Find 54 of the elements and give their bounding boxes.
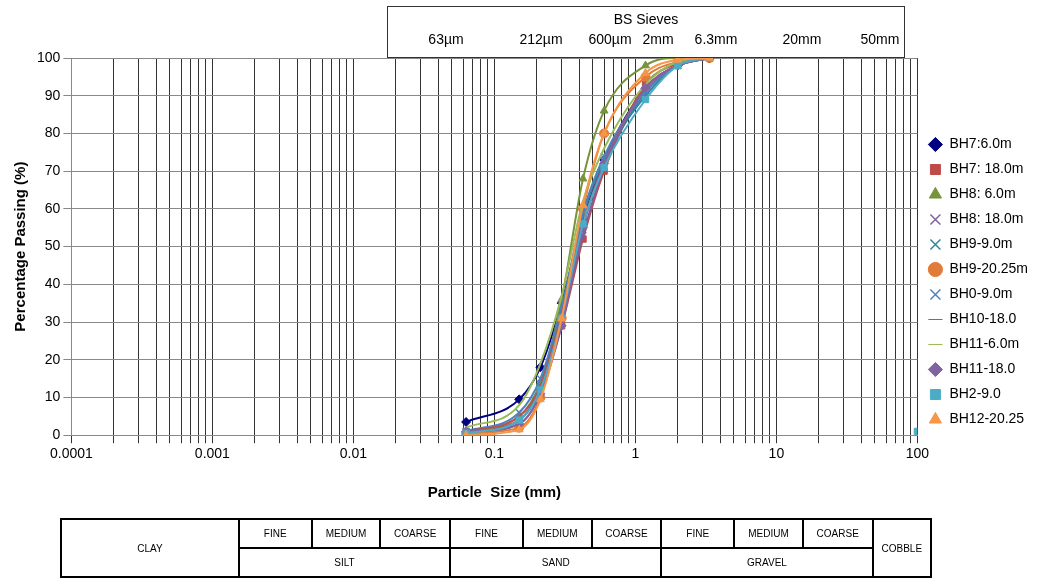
y-tick-label: 30: [44, 312, 61, 329]
x-axis-title: Particle Size (mm): [427, 483, 562, 501]
legend-label: BH9-9.0m: [949, 235, 1013, 252]
y-tick-label: 50: [44, 237, 61, 254]
y-tick-label: 10: [44, 388, 61, 405]
text: COARSE: [591, 519, 662, 548]
legend-label: BH8: 6.0m: [949, 185, 1016, 202]
text: SILT: [238, 548, 451, 577]
y-tick-label: 100: [37, 48, 61, 65]
text: MEDIUM: [734, 519, 803, 548]
y-tick-label: 80: [44, 124, 61, 141]
legend-label: BH10-18.0: [949, 310, 1017, 327]
text: FINE: [238, 519, 312, 548]
y-tick-label: 40: [44, 275, 61, 292]
text: MEDIUM: [522, 519, 592, 548]
text: 50mm: [860, 31, 900, 47]
text: 2mm: [642, 31, 674, 47]
x-tick-label: 10: [768, 445, 785, 462]
text: CLAY: [61, 519, 239, 577]
legend-label: BH7:6.0m: [949, 135, 1012, 152]
legend-label: BH9-20.25m: [949, 260, 1028, 277]
y-axis-title: Percentage Passing (%): [11, 161, 29, 332]
y-tick-label: 60: [44, 199, 61, 216]
y-tick-label: 90: [44, 86, 61, 103]
text: 600µm: [588, 31, 632, 47]
text: SAND: [450, 548, 662, 577]
y-tick-label: 0: [52, 426, 61, 443]
text: FINE: [661, 519, 735, 548]
text: COARSE: [380, 519, 451, 548]
text: COBBLE: [872, 519, 931, 577]
text: 20mm: [782, 31, 822, 47]
y-tick-label: 20: [44, 350, 61, 367]
legend-label: BH2-9.0: [949, 385, 1001, 402]
legend-label: BH12-20.25: [949, 410, 1025, 427]
legend-label: BH11-6.0m: [949, 335, 1020, 352]
text: BS Sieves: [612, 11, 680, 27]
legend-label: BH8: 18.0m: [949, 210, 1024, 227]
text: COARSE: [802, 519, 873, 548]
text: 63µm: [428, 31, 464, 47]
y-tick-label: 70: [44, 162, 61, 179]
x-tick-label: 100: [905, 445, 930, 462]
text: FINE: [450, 519, 523, 548]
text: MEDIUM: [311, 519, 381, 548]
legend-label: BH0-9.0m: [949, 285, 1013, 302]
text: 6.3mm: [694, 31, 738, 47]
x-tick-label: 0.001: [194, 445, 231, 462]
text: GRAVEL: [661, 548, 873, 577]
x-tick-label: 0.01: [339, 445, 368, 462]
x-tick-label: 0.1: [484, 445, 505, 462]
legend-label: BH7: 18.0m: [949, 160, 1024, 177]
x-tick-label: 0.0001: [49, 445, 93, 462]
text: 212µm: [519, 31, 563, 47]
legend-label: BH11-18.0: [949, 360, 1016, 377]
x-tick-label: 1: [631, 445, 640, 462]
